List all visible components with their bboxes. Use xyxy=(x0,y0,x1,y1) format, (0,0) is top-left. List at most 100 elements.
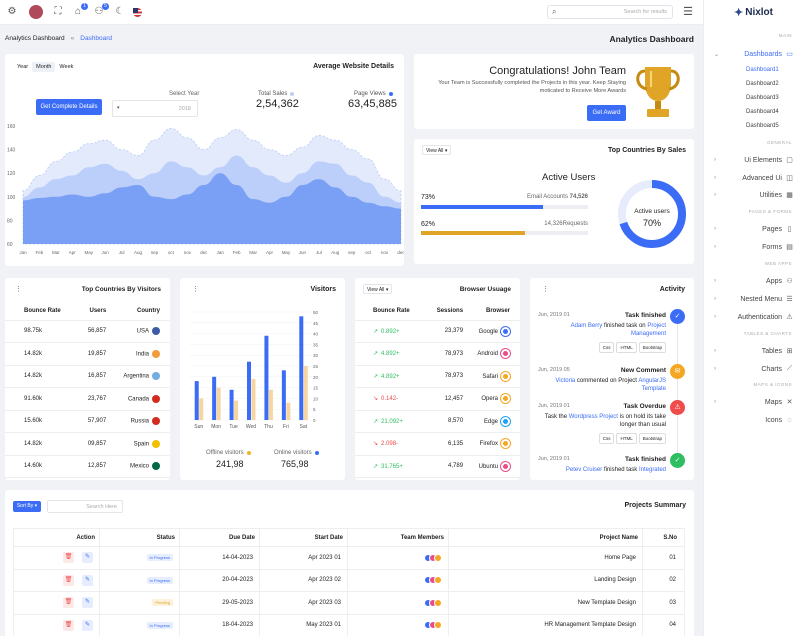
more-vertical-icon[interactable]: ⋮ xyxy=(15,286,22,293)
table-row[interactable]: 14.82k 19,857 India xyxy=(5,342,170,366)
more-vertical-icon[interactable]: ⋮ xyxy=(192,286,199,293)
table-row[interactable]: ↗ 0.892+ 23,379 Google xyxy=(355,320,520,343)
tab-week[interactable]: Week xyxy=(59,64,74,70)
sidebar-sub-dashboard1[interactable]: Dashboard1 xyxy=(746,67,779,73)
table-row[interactable]: ↗ 21.092+ 8,570 Edge xyxy=(355,410,520,433)
avatar[interactable] xyxy=(434,621,442,630)
progress-2-percent: 62% xyxy=(421,221,436,228)
rate-cell: ↘ 0.142- xyxy=(355,387,428,411)
view-all-dropdown[interactable]: View All ▾ xyxy=(422,145,452,155)
sort-by-button[interactable]: Sort By ▾ xyxy=(13,501,41,512)
flag-us-icon[interactable] xyxy=(133,8,142,17)
sidebar-item-utilities[interactable]: › Utilities ▦ xyxy=(714,189,794,201)
table-row[interactable]: 14.60k 12,857 Mexico xyxy=(5,455,170,478)
table-row[interactable]: 🗑 ✎ In Progress 14-04-2023 Apr 2023 01 Ho… xyxy=(13,546,685,570)
get-award-button[interactable]: Get Award xyxy=(587,105,626,121)
avatar[interactable] xyxy=(434,598,442,607)
activity-link[interactable]: AngularJS xyxy=(638,378,666,384)
more-vertical-icon[interactable]: ⋮ xyxy=(542,286,549,293)
sidebar-item-ui-elements[interactable]: › Ui Elements ▢ xyxy=(714,154,794,166)
tab-year[interactable]: Year xyxy=(17,64,29,70)
search-box[interactable]: ⌕ Search for results xyxy=(547,5,673,19)
sidebar-item-label: Advanced Ui xyxy=(742,174,782,182)
sidebar-item-forms[interactable]: › Forms ▤ xyxy=(714,241,794,253)
breadcrumb-current[interactable]: Dashboard xyxy=(80,35,113,42)
project-search-input[interactable]: Search Here xyxy=(47,500,123,513)
table-row[interactable]: 14.82k 09,857 Spain xyxy=(5,432,170,456)
view-all-dropdown[interactable]: View All ▾ xyxy=(363,284,393,294)
table-row[interactable]: 15.60k 57,907 Russia xyxy=(5,410,170,433)
sidebar-item-tables[interactable]: › Tables ⊞ xyxy=(714,345,794,357)
edit-icon[interactable]: ✎ xyxy=(82,552,93,564)
activity-user[interactable]: Adam Berry xyxy=(570,323,603,329)
col-sessions: Sessions xyxy=(427,302,464,321)
table-row[interactable]: ↘ 0.142- 12,457 Opera xyxy=(355,387,520,411)
table-row[interactable]: ↗ 4.892+ 78,973 Safari xyxy=(355,365,520,388)
delete-icon[interactable]: 🗑 xyxy=(63,552,74,564)
complete-details-button[interactable]: Get Complete Details xyxy=(36,99,102,115)
sidebar-sub-dashboard4[interactable]: Dashboard4 xyxy=(746,109,779,115)
apps-icon[interactable]: ⚇ 5 xyxy=(93,3,109,18)
sidebar-item-charts[interactable]: › Charts ⟋ xyxy=(714,363,794,375)
table-row[interactable]: 🗑 ✎ Pending 29-05-2023 Apr 2023 03 New Te… xyxy=(13,591,685,615)
table-row[interactable]: 91.60k 23,767 Canada xyxy=(5,387,170,411)
table-row[interactable]: ↗ 4.892+ 78,973 Android xyxy=(355,342,520,366)
edit-icon[interactable]: ✎ xyxy=(82,574,93,586)
sidebar-sub-dashboard2[interactable]: Dashboard2 xyxy=(746,81,779,87)
table-row[interactable]: ↘ 2.098- 6,135 Firefox xyxy=(355,432,520,456)
sidebar-item-advanced-ui[interactable]: › Advanced Ui ◫ xyxy=(714,172,794,184)
sidebar-item-nested-menu[interactable]: › Nested Menu ☰ xyxy=(714,293,794,305)
menu-icon[interactable]: ☰ xyxy=(683,6,693,18)
avatar[interactable] xyxy=(434,576,442,585)
brand[interactable]: ✦ Nixlot xyxy=(734,6,773,19)
sidebar-item-dashboards[interactable]: ⌄ Dashboards ▭ xyxy=(714,48,794,60)
notification-icon[interactable]: ⌂ 1 xyxy=(72,3,88,18)
sidebar-sub-dashboard5[interactable]: Dashboard5 xyxy=(746,123,779,129)
activity-link-2[interactable]: Template xyxy=(641,386,666,392)
table-row[interactable]: 14.82k 16,857 Argentina xyxy=(5,365,170,388)
delete-icon[interactable]: 🗑 xyxy=(63,574,74,586)
trend-up-icon: ↗ xyxy=(373,463,379,470)
chevron-icon: › xyxy=(714,399,716,405)
edit-icon[interactable]: ✎ xyxy=(82,619,93,631)
chart-icon: ⟋ xyxy=(787,365,792,372)
activity-user[interactable]: Petev Cruiser xyxy=(565,467,603,473)
table-row[interactable]: 98.75k 56,857 USA xyxy=(5,320,170,343)
tab-month[interactable]: Month xyxy=(32,62,56,72)
activity-user[interactable]: Victoria xyxy=(555,378,576,384)
x-tick-label: Wed xyxy=(246,424,256,430)
table-row[interactable]: 🗑 ✎ In Progress 18-04-2023 May 2023 01 HR… xyxy=(13,614,685,636)
y-tick-label: 140 xyxy=(7,148,16,154)
requests-label: Requests xyxy=(562,221,588,227)
sidebar-sub-dashboard3[interactable]: Dashboard3 xyxy=(746,95,779,101)
sidebar-item-apps[interactable]: › Apps ⚇ xyxy=(714,275,794,287)
sidebar-item-label: Forms xyxy=(762,243,782,251)
year-select[interactable]: ▾ 2018 xyxy=(112,100,198,117)
settings-icon[interactable]: ⚙ xyxy=(7,6,17,17)
moon-icon[interactable]: ☾ xyxy=(115,6,125,17)
activity-link[interactable]: Wordpress Project xyxy=(568,414,618,420)
sessions-cell: 78,973 xyxy=(427,365,464,388)
delete-icon[interactable]: 🗑 xyxy=(63,619,74,631)
activity-link[interactable]: Project xyxy=(647,323,666,329)
activity-link[interactable]: Integrated xyxy=(638,467,666,473)
fullscreen-icon[interactable]: ⛶ xyxy=(54,6,62,17)
rate-cell: ↗ 0.892+ xyxy=(355,320,428,343)
table-row[interactable]: ↗ 31.765+ 4,789 Ubuntu xyxy=(355,455,520,478)
sidebar-item-maps[interactable]: › Maps ✕ xyxy=(714,396,794,408)
search-input[interactable]: Search for results xyxy=(623,9,667,15)
bar-offline xyxy=(212,376,217,420)
breadcrumb-root[interactable]: Analytics Dashboard xyxy=(5,35,65,42)
bounce-cell: 15.60k xyxy=(5,410,82,433)
avatar[interactable] xyxy=(29,5,43,19)
sidebar-item-authentication[interactable]: › Authentication ⚠ xyxy=(714,311,794,323)
activity-text: Petev Cruiser finished task Integrated xyxy=(566,467,666,473)
activity-link-2[interactable]: Management xyxy=(630,331,666,337)
avatar[interactable] xyxy=(434,553,442,562)
delete-icon[interactable]: 🗑 xyxy=(63,597,74,609)
table-row[interactable]: 🗑 ✎ In Progress 20-04-2023 Apr 2023 02 La… xyxy=(13,569,685,592)
users-cell: 16,857 xyxy=(81,365,107,388)
sidebar-item-icons[interactable]: Icons ◌ xyxy=(714,414,794,426)
sidebar-item-pages[interactable]: › Pages ▯ xyxy=(714,223,794,235)
edit-icon[interactable]: ✎ xyxy=(82,597,93,609)
